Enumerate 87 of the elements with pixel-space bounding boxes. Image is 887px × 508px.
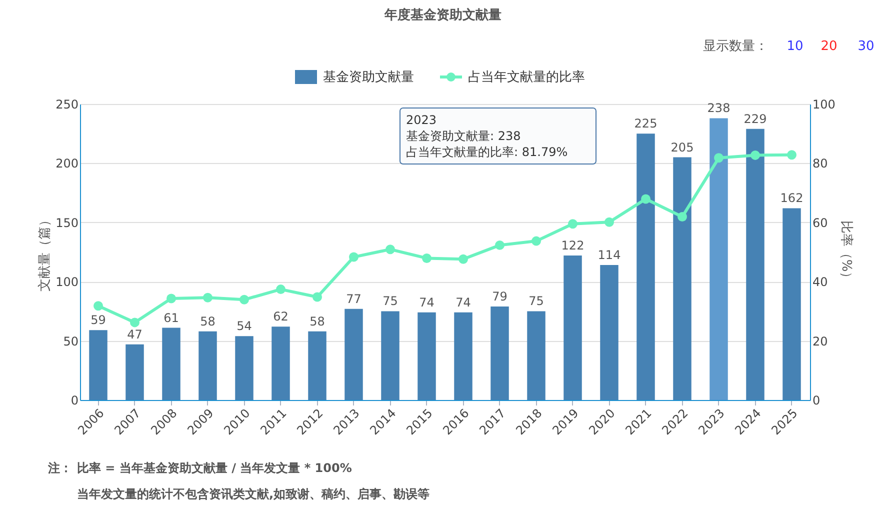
data-label: 62: [273, 310, 288, 324]
data-label: 114: [598, 248, 621, 262]
y-tick-label: 200: [56, 156, 78, 171]
point: [604, 217, 614, 227]
y-tick-label: 250: [56, 98, 78, 112]
bar: [89, 330, 108, 400]
bar: [746, 128, 764, 400]
data-label: 162: [780, 191, 804, 206]
bar: [235, 336, 254, 400]
data-label: 75: [528, 294, 544, 308]
y-tick-label: 50: [63, 334, 78, 348]
chart-title: 年度基金资助文献量: [384, 7, 502, 23]
point: [240, 294, 249, 304]
data-label: 47: [127, 327, 142, 342]
bar: [710, 118, 728, 400]
data-label: 61: [164, 310, 179, 325]
bar: [527, 311, 546, 400]
point: [312, 292, 322, 302]
data-label: 205: [670, 140, 694, 154]
text: 30: [858, 39, 874, 54]
y-tick-label: 150: [56, 216, 78, 230]
annotation: 占当年文献量的比率: 81.79%: [406, 145, 568, 159]
bar: [344, 308, 363, 400]
point: [94, 301, 103, 311]
point: [386, 244, 395, 254]
bar: [454, 312, 472, 400]
point: [276, 284, 286, 294]
point: [130, 318, 140, 328]
point: [750, 150, 760, 160]
point: [422, 253, 432, 263]
bar: [162, 328, 180, 400]
bar: [381, 311, 400, 400]
data-label: 77: [346, 292, 362, 306]
data-label: 229: [744, 112, 767, 126]
point: [714, 153, 724, 163]
text: 注：: [47, 461, 72, 475]
point: [203, 292, 212, 302]
bar: [636, 134, 655, 400]
bar: [418, 312, 436, 400]
bar: [490, 306, 509, 400]
legend-label: 基金资助文献量: [323, 70, 414, 85]
point: [678, 212, 687, 222]
point: [532, 236, 541, 246]
bar: [308, 331, 326, 400]
data-label: 58: [200, 314, 216, 328]
data-label: 74: [419, 295, 434, 310]
y2-axis-title: 比率（%）: [838, 220, 854, 285]
data-label: 225: [634, 116, 658, 131]
bar: [198, 331, 217, 400]
text: 比率 = 当年基金资助文献量 / 当年发文量 * 100%: [77, 461, 352, 475]
point: [349, 252, 358, 262]
y-tick-label: 100: [56, 275, 78, 290]
text: 20: [820, 39, 838, 54]
y-axis-title: 文献量（篇）: [38, 214, 53, 292]
data-label: 58: [310, 314, 325, 328]
point: [568, 219, 578, 229]
y2-tick-label: 80: [812, 156, 828, 171]
point: [787, 150, 796, 160]
text: 当年发文量的统计不包含资讯类文献,如致谢、稿约、启事、勘误等: [77, 487, 430, 501]
data-label: 122: [561, 238, 584, 253]
bar: [673, 157, 692, 400]
text: 10: [786, 39, 804, 54]
y2-tick-label: 0: [812, 394, 820, 408]
bar: [564, 256, 582, 400]
point: [458, 254, 468, 264]
data-label: 238: [707, 101, 730, 116]
point: [166, 294, 176, 304]
y2-tick-label: 40: [812, 275, 828, 290]
point: [495, 240, 504, 250]
data-label: 74: [456, 295, 471, 310]
bar: [126, 344, 144, 400]
data-label: 59: [90, 313, 106, 328]
y-tick-label: 0: [70, 394, 78, 408]
annotation: 基金资助文献量: 238: [406, 129, 521, 143]
bar: [782, 208, 801, 400]
bar: [272, 326, 290, 400]
y2-tick-label: 100: [812, 98, 836, 112]
data-label: 79: [492, 289, 508, 304]
point: [641, 194, 650, 204]
data-label: 54: [236, 319, 252, 334]
y2-tick-label: 20: [812, 334, 828, 348]
y2-tick-label: 60: [812, 216, 828, 230]
legend-label: 占当年文献量的比率: [468, 69, 585, 85]
text: 显示数量：: [703, 39, 768, 54]
annotation: 2023: [406, 113, 437, 127]
bar: [600, 265, 618, 400]
data-label: 75: [382, 294, 398, 308]
